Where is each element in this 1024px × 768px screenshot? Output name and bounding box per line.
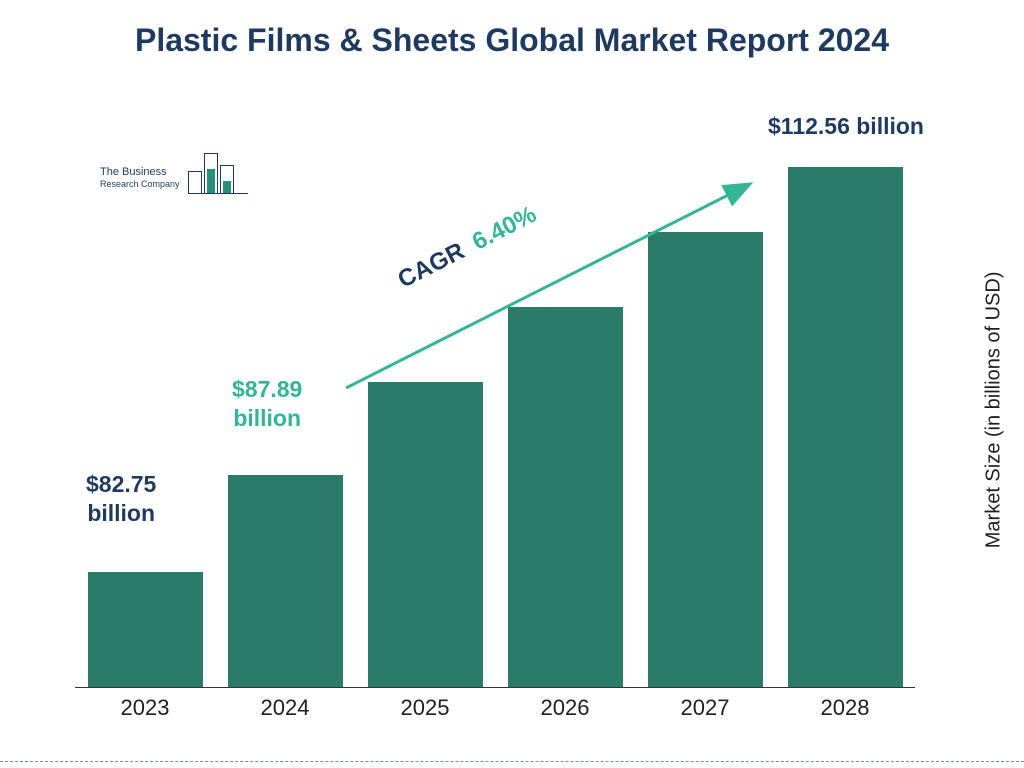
- bar-group: 2028: [780, 167, 910, 687]
- bar-group: 2026: [500, 307, 630, 687]
- x-tick-label: 2024: [261, 695, 310, 721]
- bar: [368, 382, 483, 687]
- value-label: $87.89billion: [232, 375, 302, 433]
- bar-group: 2027: [640, 232, 770, 687]
- value-label: $82.75billion: [86, 470, 156, 528]
- x-tick-label: 2028: [821, 695, 870, 721]
- x-tick-label: 2023: [121, 695, 170, 721]
- bar: [648, 232, 763, 687]
- bar: [508, 307, 623, 687]
- bar: [88, 572, 203, 687]
- bottom-divider: [0, 761, 1024, 762]
- bar-group: 2025: [360, 382, 490, 687]
- bar: [228, 475, 343, 687]
- y-axis-label: Market Size (in billions of USD): [983, 272, 1006, 549]
- x-tick-label: 2025: [401, 695, 450, 721]
- x-tick-label: 2027: [681, 695, 730, 721]
- value-label: $112.56 billion: [768, 112, 924, 141]
- x-tick-label: 2026: [541, 695, 590, 721]
- bar: [788, 167, 903, 687]
- chart-title: Plastic Films & Sheets Global Market Rep…: [0, 20, 1024, 62]
- bar-group: 2023: [80, 572, 210, 687]
- bar-group: 2024: [220, 475, 350, 687]
